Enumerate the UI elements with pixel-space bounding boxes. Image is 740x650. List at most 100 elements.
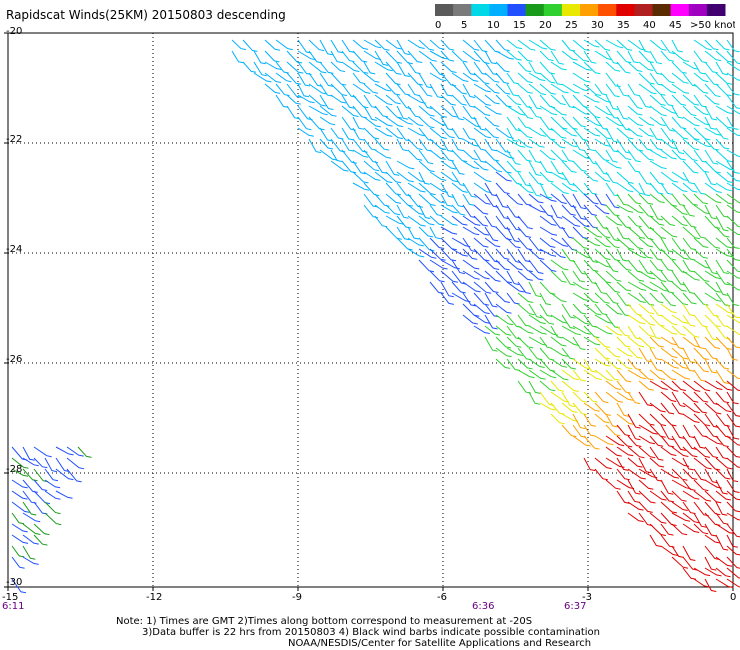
colorbar-label: >50 knots xyxy=(690,20,735,30)
wind-barb xyxy=(682,160,699,174)
wind-barb xyxy=(638,259,653,275)
wind-barb xyxy=(605,391,623,403)
wind-barb xyxy=(693,490,712,502)
wind-barb xyxy=(473,292,489,306)
wind-barb xyxy=(693,446,710,458)
wind-barb xyxy=(407,127,426,137)
wind-barb xyxy=(638,457,652,474)
wind-barb xyxy=(429,83,443,99)
wind-barb xyxy=(297,105,313,121)
time-label: 6:37 xyxy=(564,601,587,612)
wind-barb xyxy=(429,248,446,261)
wind-barb xyxy=(363,193,379,208)
wind-barb xyxy=(539,171,554,183)
wind-barb xyxy=(594,413,610,424)
wind-barb xyxy=(726,369,740,380)
wind-barb xyxy=(528,248,545,260)
wind-barb xyxy=(583,358,597,373)
wind-barb xyxy=(583,457,596,472)
wind-barb xyxy=(440,270,458,283)
wind-barb xyxy=(583,193,599,205)
wind-barb xyxy=(605,61,621,72)
wind-barb xyxy=(396,127,411,142)
wind-barb xyxy=(627,325,641,340)
wind-barb xyxy=(517,292,534,303)
wind-barb xyxy=(660,127,676,143)
wind-barb xyxy=(627,138,644,152)
wind-barb xyxy=(495,39,510,52)
wind-barb xyxy=(363,83,379,94)
wind-barb xyxy=(407,39,425,49)
wind-barb xyxy=(682,358,695,372)
wind-barb xyxy=(495,160,512,174)
wind-barb xyxy=(407,105,421,118)
wind-barb xyxy=(572,248,592,259)
wind-barb xyxy=(308,105,328,116)
wind-barb xyxy=(693,292,709,306)
wind-barb xyxy=(638,281,658,292)
wind-barb xyxy=(616,336,631,348)
wind-barb xyxy=(330,39,344,54)
wind-barb xyxy=(715,215,729,232)
wind-barb xyxy=(594,281,607,295)
wind-barb xyxy=(539,248,557,257)
wind-barb xyxy=(539,105,558,116)
wind-barb xyxy=(715,534,729,551)
wind-barb xyxy=(726,534,738,548)
wind-barb xyxy=(627,501,644,511)
wind-barb xyxy=(528,61,541,75)
wind-barb xyxy=(374,105,389,118)
wind-barb xyxy=(396,116,413,125)
wind-barb xyxy=(627,61,643,72)
wind-barb xyxy=(638,303,655,315)
wind-barb xyxy=(616,105,629,120)
wind-barb xyxy=(517,127,533,139)
colorbar-label: 5 xyxy=(461,20,467,30)
wind-barb xyxy=(693,160,709,173)
wind-barb xyxy=(660,534,675,548)
wind-barb xyxy=(594,127,612,140)
wind-barb xyxy=(649,314,665,327)
wind-barb xyxy=(671,215,688,227)
colorbar-label: 45 xyxy=(669,20,682,30)
wind-barb xyxy=(627,204,644,214)
wind-barb xyxy=(660,259,674,272)
wind-barb xyxy=(319,116,336,126)
wind-barb xyxy=(660,369,677,381)
x-tick-label: -12 xyxy=(146,592,163,603)
wind-barb xyxy=(627,237,644,250)
wind-barb xyxy=(671,336,684,350)
wind-barb xyxy=(693,204,710,215)
wind-barb xyxy=(473,193,491,205)
wind-barb xyxy=(561,314,576,329)
wind-barb xyxy=(506,94,522,106)
wind-barb xyxy=(715,61,728,76)
wind-barb xyxy=(77,446,92,458)
wind-barb xyxy=(407,116,424,127)
wind-barb xyxy=(638,83,657,95)
wind-barb xyxy=(726,116,739,130)
wind-barb xyxy=(385,61,402,75)
wind-barb xyxy=(638,237,654,248)
wind-barb xyxy=(638,347,652,363)
wind-barb xyxy=(297,127,314,137)
wind-barb xyxy=(605,127,619,143)
wind-barb xyxy=(605,380,622,390)
wind-barb xyxy=(363,105,377,121)
wind-barb xyxy=(715,259,729,275)
wind-barb xyxy=(374,61,393,72)
y-tick-label: -24 xyxy=(6,244,23,255)
wind-barb xyxy=(638,171,652,185)
wind-barb xyxy=(649,116,666,127)
wind-barb xyxy=(550,270,567,283)
wind-barb xyxy=(308,83,328,95)
note-line-3: NOAA/NESDIS/Center for Satellite Applica… xyxy=(288,638,592,649)
wind-barb xyxy=(253,61,267,77)
wind-barb xyxy=(671,347,689,360)
wind-barb xyxy=(594,204,610,215)
wind-barb xyxy=(693,61,706,75)
wind-barb xyxy=(407,215,426,227)
wind-barb xyxy=(462,215,481,226)
wind-barb xyxy=(418,215,435,226)
wind-barb xyxy=(726,457,740,468)
